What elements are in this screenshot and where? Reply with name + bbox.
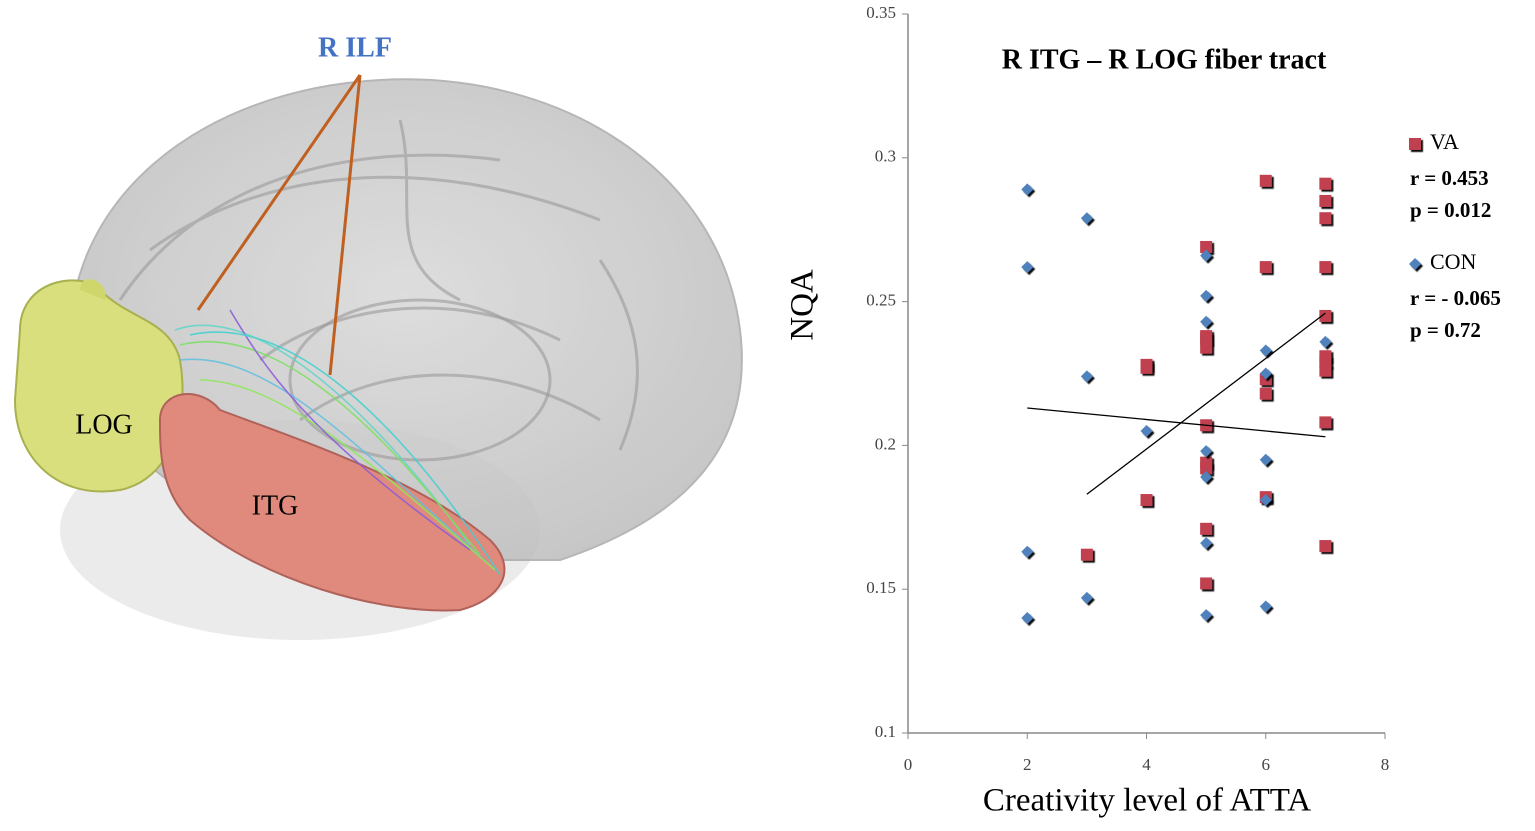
x-tick-label: 8 [1381,755,1390,774]
marker [1259,600,1272,613]
y-tick-label: 0.3 [875,147,896,166]
x-tick-label: 6 [1262,755,1271,774]
marker [1140,494,1153,507]
marker [1319,212,1332,225]
legend-label: CON [1430,249,1477,274]
marker [1200,289,1213,302]
y-tick-label: 0.35 [866,3,896,22]
marker [1021,261,1034,274]
marker [1259,367,1272,380]
marker [1080,548,1093,561]
marker [1200,609,1213,622]
y-tick-label: 0.2 [875,434,896,453]
marker [1319,540,1332,553]
marker [1021,611,1034,624]
marker [1080,591,1093,604]
marker [1080,212,1093,225]
x-tick-label: 4 [1142,755,1151,774]
marker [1319,309,1332,322]
marker [1021,545,1034,558]
marker [1021,183,1034,196]
x-tick-label: 2 [1023,755,1032,774]
legend-stat: p = 0.72 [1410,318,1481,342]
marker [1259,494,1272,507]
marker [1319,335,1332,348]
marker [1259,387,1272,400]
legend-label: VA [1430,129,1459,154]
marker [1259,344,1272,357]
legend-marker [1409,258,1421,270]
legend-stat: p = 0.012 [1410,198,1491,222]
legend-stat: r = 0.453 [1410,166,1489,190]
trend-line [1027,407,1326,438]
marker [1319,364,1332,377]
x-axis-label: Creativity level of ATTA [983,783,1311,819]
marker [1200,249,1213,262]
region-label: LOG [75,409,133,440]
marker [1259,261,1272,274]
marker [1200,462,1213,475]
legend-stat: r = - 0.065 [1410,286,1501,310]
tract-label: R ILF [318,32,392,63]
marker [1200,445,1213,458]
marker [1200,240,1213,253]
y-tick-label: 0.1 [875,722,896,741]
y-tick-label: 0.25 [866,291,896,310]
marker [1080,370,1093,383]
y-axis-label: NQA [785,269,821,341]
trend-line [1086,312,1326,495]
marker [1319,416,1332,429]
marker [1259,174,1272,187]
legend-marker [1409,138,1421,150]
region-label: ITG [252,490,299,521]
y-tick-label: 0.15 [866,578,896,597]
brain-image [13,74,743,640]
chart-title: R ITG – R LOG fiber tract [1002,44,1327,75]
marker [1140,425,1153,438]
marker [1319,261,1332,274]
marker [1200,537,1213,550]
x-tick-label: 0 [904,755,913,774]
marker [1200,471,1213,484]
marker [1319,177,1332,190]
marker [1200,577,1213,590]
marker [1200,341,1213,354]
marker [1200,522,1213,535]
marker [1319,194,1332,207]
marker [1140,361,1153,374]
marker [1200,315,1213,328]
marker [1259,453,1272,466]
